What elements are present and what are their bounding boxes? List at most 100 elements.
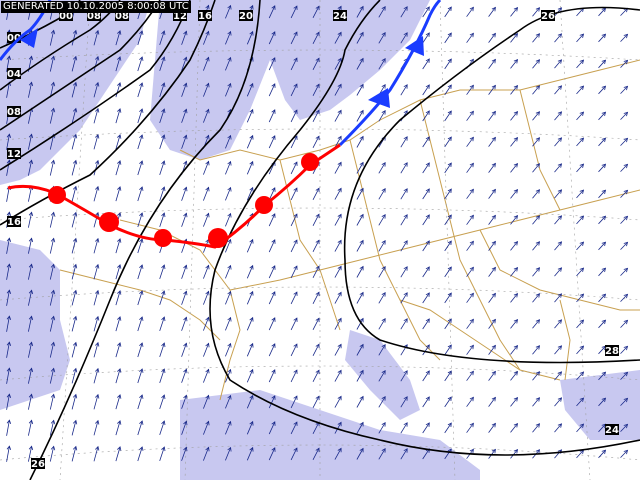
wind-arrow-head [557,241,563,246]
wind-arrow [466,319,474,329]
wind-arrow [246,369,254,383]
wind-arrow-head [491,6,496,12]
wind-arrow [137,290,143,306]
wind-arrow [28,394,32,410]
wind-arrow-head [227,290,232,296]
wind-arrow [71,30,77,46]
wind-arrow [225,161,231,175]
wind-arrow [532,371,540,381]
wind-arrow-head [293,161,298,166]
wind-arrow [378,318,386,330]
wind-arrow-head [425,162,430,167]
wind-arrow [6,290,10,306]
wind-arrow [532,267,540,277]
wind-arrow-head [205,108,210,114]
wind-arrow-head [381,421,386,427]
wind-arrow-head [72,445,78,451]
wind-arrow [203,187,209,201]
wind-arrow [378,448,386,460]
wind-arrow-head [447,214,452,220]
wind-arrow [554,449,562,459]
wind-arrow-head [513,292,519,298]
wind-arrow [225,135,231,149]
wind-arrow-head [513,32,519,38]
wind-arrow-head [28,211,34,217]
wind-arrow-head [227,134,232,140]
wind-arrow [246,83,254,97]
wind-arrow [159,394,165,410]
wind-arrow [181,369,187,383]
wind-arrow-head [117,212,122,217]
wind-arrow [28,342,32,358]
wind-arrow-head [447,136,452,142]
wind-arrow-head [535,293,541,298]
wind-arrow-head [601,85,607,91]
wind-arrow [93,238,99,254]
wind-arrow-head [6,367,12,373]
wind-arrow [6,134,10,150]
wind-arrow-head [95,237,100,243]
wind-arrow [334,214,342,226]
wind-arrow-head [117,264,122,269]
wind-arrow [598,449,606,459]
wind-arrow-head [117,394,122,399]
wind-arrow [93,316,99,332]
wind-arrow-head [72,237,78,243]
wind-arrow-head [337,265,342,271]
wind-arrow [510,319,518,329]
wind-arrow-head [623,371,629,377]
wind-arrow-head [227,316,232,322]
wind-arrow-head [28,419,34,425]
wind-arrow [225,265,231,279]
wind-arrow-head [513,370,519,376]
wind-arrow-head [50,29,56,35]
wind-arrow-head [491,58,496,64]
isobar-label-bg [333,10,347,21]
wind-arrow [159,56,165,72]
isobar-label: 20 [239,11,253,22]
wind-arrow-head [403,266,408,271]
wind-arrow-head [50,263,56,269]
wind-arrow-head [381,343,386,349]
wind-arrow-head [205,186,210,192]
wind-arrow-head [491,396,496,402]
wind-arrow [444,370,452,382]
wind-arrow [268,187,276,201]
wind-arrow-head [249,394,254,400]
wind-arrow-head [601,189,607,195]
wind-arrow [422,110,430,122]
wind-arrow-head [117,82,122,87]
wind-arrow-head [139,342,144,347]
wind-arrow [268,109,276,123]
wind-arrow-head [513,214,519,220]
wind-arrow [203,265,209,279]
wind-arrow [576,215,584,225]
wind-arrow [71,316,77,332]
wind-arrow [488,33,496,43]
wind-arrow-head [6,133,12,139]
wind-arrow-head [623,449,629,455]
wind-arrow-head [28,133,34,139]
wind-arrow [554,397,562,407]
wind-arrow [93,368,99,384]
wind-arrow-head [72,211,78,217]
wind-arrow-head [183,290,188,296]
wind-arrow-head [50,289,56,295]
wind-arrow [181,265,187,279]
wind-arrow [620,86,628,94]
wind-arrow-head [139,160,144,165]
wind-arrow-head [249,4,254,10]
wind-arrow [356,396,364,408]
wind-arrow [115,108,121,124]
wind-arrow-head [601,449,607,455]
wind-arrow [422,266,430,278]
wind-arrow [49,160,55,176]
wind-arrow [620,268,628,276]
wind-arrow [290,317,298,331]
wind-arrow-head [271,447,276,452]
wind-arrow [93,30,99,46]
wind-arrow [554,267,562,277]
wind-arrow-head [205,394,210,400]
wind-arrow [466,293,474,303]
wind-arrow-head [205,264,210,270]
